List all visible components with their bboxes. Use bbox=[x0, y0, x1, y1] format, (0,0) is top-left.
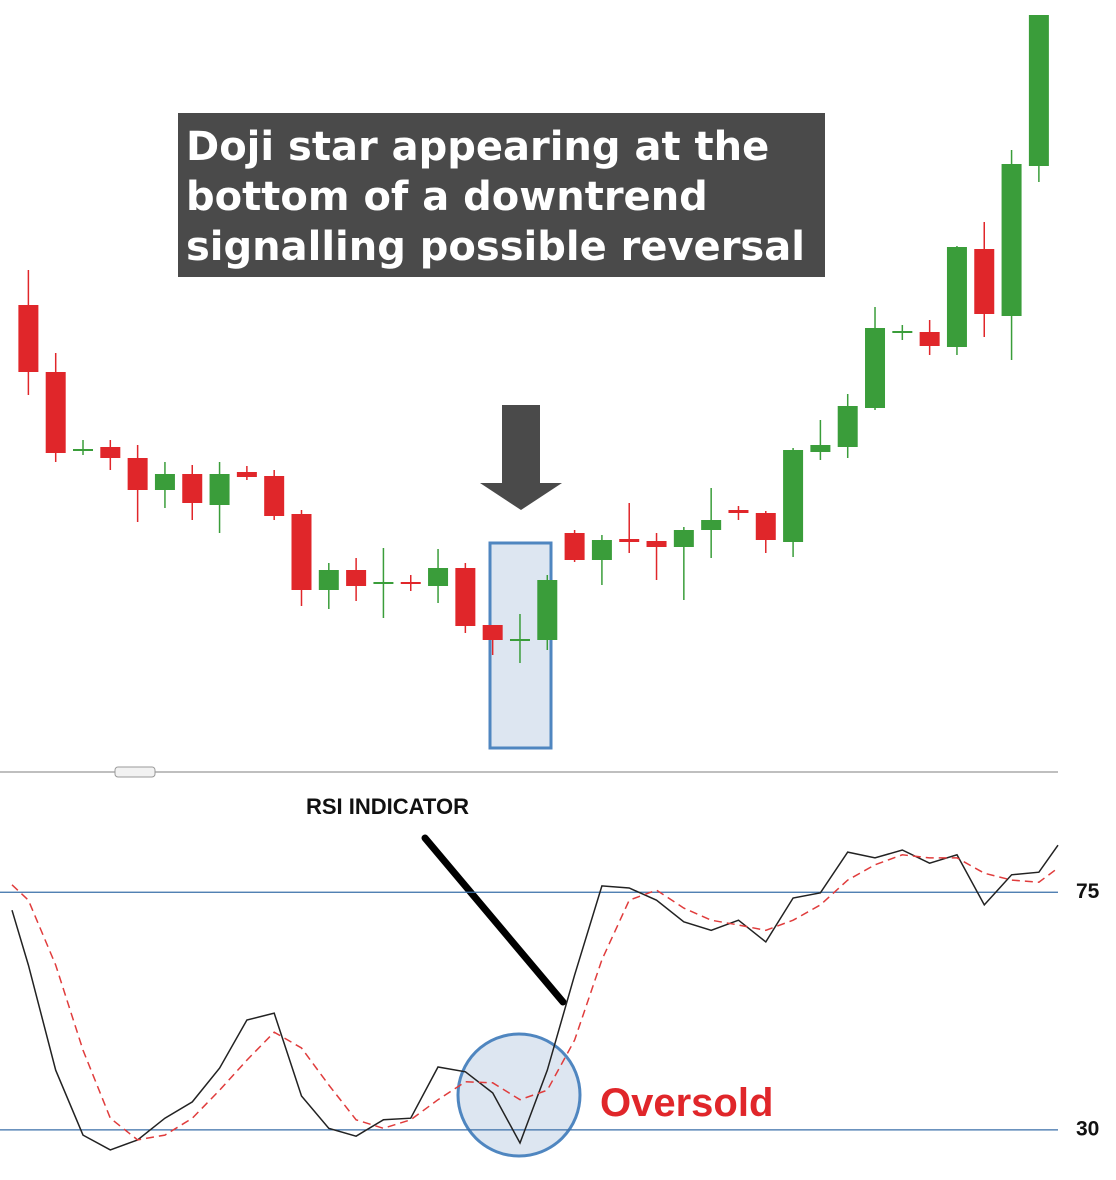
candle-body bbox=[400, 582, 421, 584]
candle-body bbox=[428, 568, 449, 586]
candle-body bbox=[209, 474, 230, 505]
candle-body bbox=[837, 406, 858, 447]
candle-body bbox=[182, 474, 203, 503]
candle-body bbox=[892, 331, 913, 333]
highlight-circle bbox=[456, 1032, 582, 1158]
candle-body bbox=[783, 450, 804, 542]
candle-body bbox=[865, 328, 886, 408]
candle-body bbox=[1028, 15, 1049, 166]
candle-body bbox=[45, 372, 66, 453]
annotation-line: Doji star appearing at the bbox=[186, 124, 769, 170]
candle-body bbox=[100, 447, 121, 458]
candle-body bbox=[18, 305, 39, 372]
level-label: 75 bbox=[1076, 880, 1100, 903]
rsi-line bbox=[11, 844, 1059, 1151]
candle-body bbox=[564, 533, 585, 560]
level-label: 30 bbox=[1076, 1117, 1099, 1140]
candle-body bbox=[619, 539, 640, 542]
candle-body bbox=[482, 625, 503, 640]
candle-body bbox=[946, 247, 967, 347]
rsi-title: RSI INDICATOR bbox=[306, 794, 469, 819]
candle-body bbox=[373, 582, 394, 584]
candle-body bbox=[291, 514, 312, 590]
candle-body bbox=[127, 458, 148, 490]
annotation-line: signalling possible reversal bbox=[186, 224, 805, 270]
candle-body bbox=[591, 540, 612, 560]
annotation-line: bottom of a downtrend bbox=[186, 174, 708, 220]
candle-body bbox=[810, 445, 831, 452]
candle-body bbox=[646, 541, 667, 547]
candle-body bbox=[236, 472, 257, 477]
candle-body bbox=[1001, 164, 1022, 316]
rsi-line bbox=[11, 854, 1059, 1141]
arrow bbox=[480, 405, 562, 510]
candle-body bbox=[537, 580, 558, 640]
annotation-box bbox=[178, 113, 825, 277]
candle-body bbox=[701, 520, 722, 530]
candle-body bbox=[455, 568, 476, 626]
candle-body bbox=[318, 570, 339, 590]
marks: 30 75 bbox=[0, 15, 1100, 1151]
pointer bbox=[421, 834, 567, 1006]
candle-body bbox=[154, 474, 175, 490]
oversold-label: Oversold bbox=[600, 1081, 773, 1125]
splitter-handle[interactable] bbox=[114, 766, 156, 778]
candle-body bbox=[264, 476, 285, 516]
candle-body bbox=[919, 332, 940, 346]
candle-body bbox=[974, 249, 995, 314]
candle-body bbox=[73, 449, 94, 451]
candle-body bbox=[509, 639, 530, 641]
candle-body bbox=[346, 570, 367, 586]
candle-body bbox=[755, 513, 776, 540]
candle-body bbox=[673, 530, 694, 547]
candle-body bbox=[728, 510, 749, 513]
